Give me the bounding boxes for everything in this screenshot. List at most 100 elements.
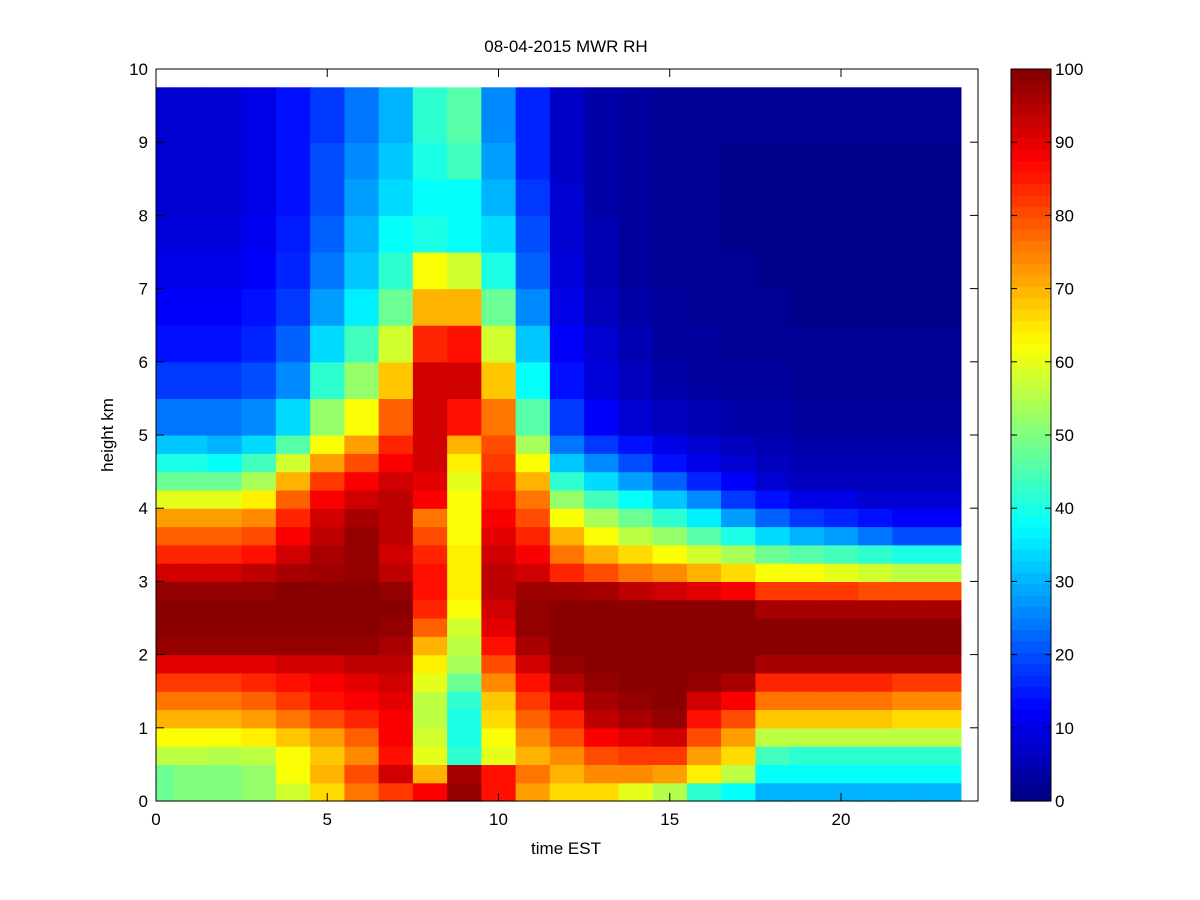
heatmap-cell	[584, 435, 619, 454]
heatmap-cell	[275, 691, 311, 711]
heatmap-cell	[892, 563, 928, 582]
heatmap-cell	[310, 782, 345, 802]
heatmap-cell	[310, 398, 345, 436]
heatmap-cell	[892, 215, 928, 253]
heatmap-cell	[652, 252, 688, 290]
heatmap-cell	[310, 87, 345, 143]
heatmap-cell	[892, 453, 928, 473]
heatmap-cell	[652, 325, 688, 363]
heatmap-cell	[310, 361, 345, 399]
colorbar-band	[1011, 252, 1051, 265]
heatmap-cell	[515, 636, 551, 656]
heatmap-cell	[926, 599, 962, 619]
heatmap-cell	[275, 142, 311, 180]
heatmap-cell	[686, 782, 722, 802]
heatmap-cell	[618, 691, 654, 711]
y-tick-label: 4	[139, 499, 148, 518]
heatmap-cell	[515, 325, 551, 363]
heatmap-cell	[892, 178, 928, 216]
heatmap-cell	[892, 727, 928, 747]
heatmap-cell	[686, 435, 722, 454]
heatmap-cell	[481, 288, 517, 326]
heatmap-cell	[241, 581, 277, 601]
heatmap-cell	[344, 782, 380, 802]
heatmap-cell	[275, 87, 311, 143]
heatmap-cell	[686, 489, 722, 509]
heatmap-cell	[618, 782, 654, 802]
heatmap-cell	[275, 252, 311, 290]
heatmap-cell	[275, 361, 311, 399]
heatmap-cell	[549, 361, 585, 399]
heatmap-cell	[515, 252, 551, 290]
heatmap-cell	[755, 252, 791, 290]
heatmap-cell	[892, 252, 928, 290]
heatmap-cell	[310, 581, 345, 601]
heatmap-cell	[858, 398, 893, 436]
heatmap-cell	[823, 453, 859, 473]
heatmap-cell	[447, 489, 482, 509]
heatmap-cell	[173, 563, 208, 582]
colorbar-band	[1011, 755, 1051, 768]
heatmap-cell	[926, 581, 962, 601]
heatmap-cell	[584, 782, 619, 802]
heatmap-cell	[926, 325, 962, 363]
heatmap-cell	[207, 215, 243, 253]
heatmap-cell	[378, 672, 414, 692]
heatmap-cell	[173, 764, 208, 784]
heatmap-cell	[721, 526, 756, 546]
heatmap-cell	[207, 618, 243, 637]
heatmap-cell	[515, 599, 551, 619]
colorbar-tick-label: 50	[1055, 426, 1074, 445]
heatmap-cell	[344, 636, 380, 656]
heatmap-cell	[207, 746, 243, 765]
heatmap-cell	[344, 581, 380, 601]
heatmap-cell	[481, 215, 517, 253]
heatmap-cell	[549, 581, 585, 601]
heatmap-cell	[652, 746, 688, 765]
colorbar-band	[1011, 492, 1051, 505]
heatmap-cell	[755, 782, 791, 802]
heatmap-cell	[823, 636, 859, 656]
heatmap-cell	[926, 654, 962, 674]
colorbar-band	[1011, 629, 1051, 642]
colorbar-band	[1011, 469, 1051, 482]
heatmap-cell	[241, 672, 277, 692]
heatmap-cell	[823, 727, 859, 747]
heatmap-cell	[173, 142, 208, 180]
heatmap-cell	[515, 581, 551, 601]
heatmap-cell	[823, 508, 859, 528]
heatmap-cell	[858, 544, 893, 564]
heatmap-cell	[892, 544, 928, 564]
colorbar-band	[1011, 80, 1051, 93]
heatmap-cell	[584, 288, 619, 326]
heatmap-cell	[207, 654, 243, 674]
heatmap-cell	[721, 142, 756, 180]
heatmap-cell	[447, 672, 482, 692]
colorbar-band	[1011, 503, 1051, 516]
heatmap-cell	[412, 435, 448, 454]
heatmap-cell	[823, 215, 859, 253]
colorbar-band	[1011, 149, 1051, 162]
heatmap-cell	[447, 215, 482, 253]
heatmap-cell	[892, 471, 928, 491]
heatmap-cell	[412, 709, 448, 729]
x-ticks: 0 5 10 15 20	[151, 69, 850, 829]
heatmap-cell	[207, 325, 243, 363]
heatmap-cell	[156, 764, 174, 784]
heatmap-cell	[515, 215, 551, 253]
heatmap-cell	[892, 709, 928, 729]
heatmap-cell	[686, 599, 722, 619]
heatmap-cell	[275, 581, 311, 601]
heatmap-cell	[481, 489, 517, 509]
heatmap-cell	[618, 471, 654, 491]
y-tick-label: 5	[139, 426, 148, 445]
heatmap-cell	[241, 489, 277, 509]
colorbar-band	[1011, 698, 1051, 711]
heatmap-cell	[789, 526, 825, 546]
heatmap-cell	[412, 361, 448, 399]
heatmap-cell	[926, 544, 962, 564]
heatmap-cell	[378, 489, 414, 509]
heatmap-cell	[721, 727, 756, 747]
heatmap-cell	[584, 746, 619, 765]
heatmap-cell	[275, 435, 311, 454]
